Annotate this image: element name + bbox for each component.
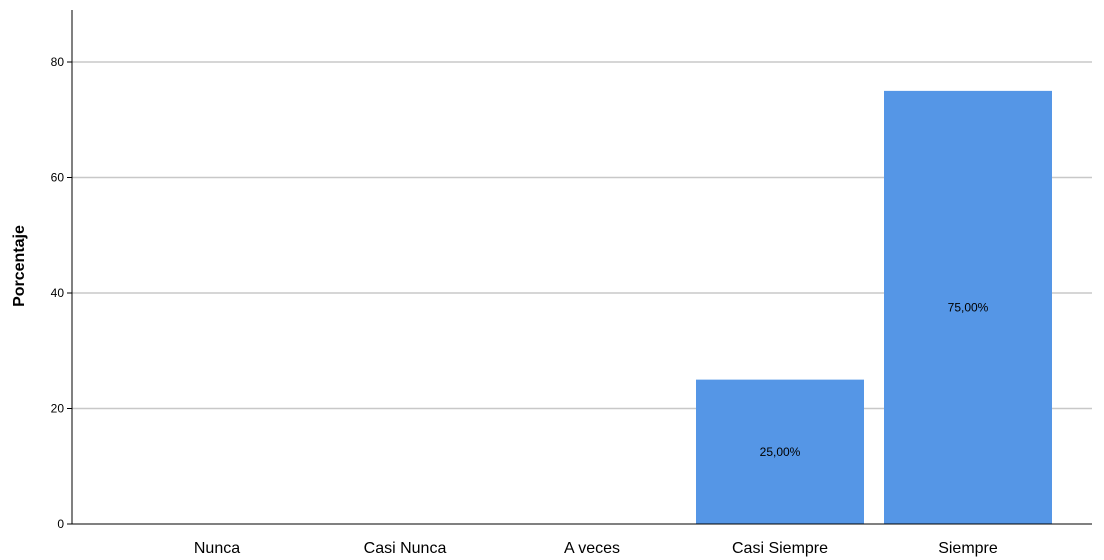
x-category-label: Nunca [194,540,240,557]
bars [696,90,1052,524]
x-category-labels: Nunca Casi Nunca A veces Casi Siempre Siempr… [194,540,998,557]
y-tick-label: 80 [51,55,65,69]
x-category-label: Siempre [938,540,998,557]
y-tick-label: 60 [51,171,65,185]
y-tick-label: 20 [51,402,65,416]
bar-casi-siempre [696,379,864,524]
x-category-label: Casi Nunca [364,540,447,557]
data-label: 75,00% [948,300,989,314]
data-label: 25,00% [760,445,801,459]
data-labels: 25,00% 75,00% [760,300,989,458]
x-category-label: A veces [564,540,620,557]
bar-siempre [884,90,1052,524]
axes [71,10,1092,525]
y-tick-labels: 0 20 40 60 80 [51,55,72,531]
y-tick-label: 0 [57,517,64,531]
y-tick-label: 40 [51,286,65,300]
y-axis-title: Porcentaje [11,225,28,307]
x-category-label: Casi Siempre [732,540,828,557]
